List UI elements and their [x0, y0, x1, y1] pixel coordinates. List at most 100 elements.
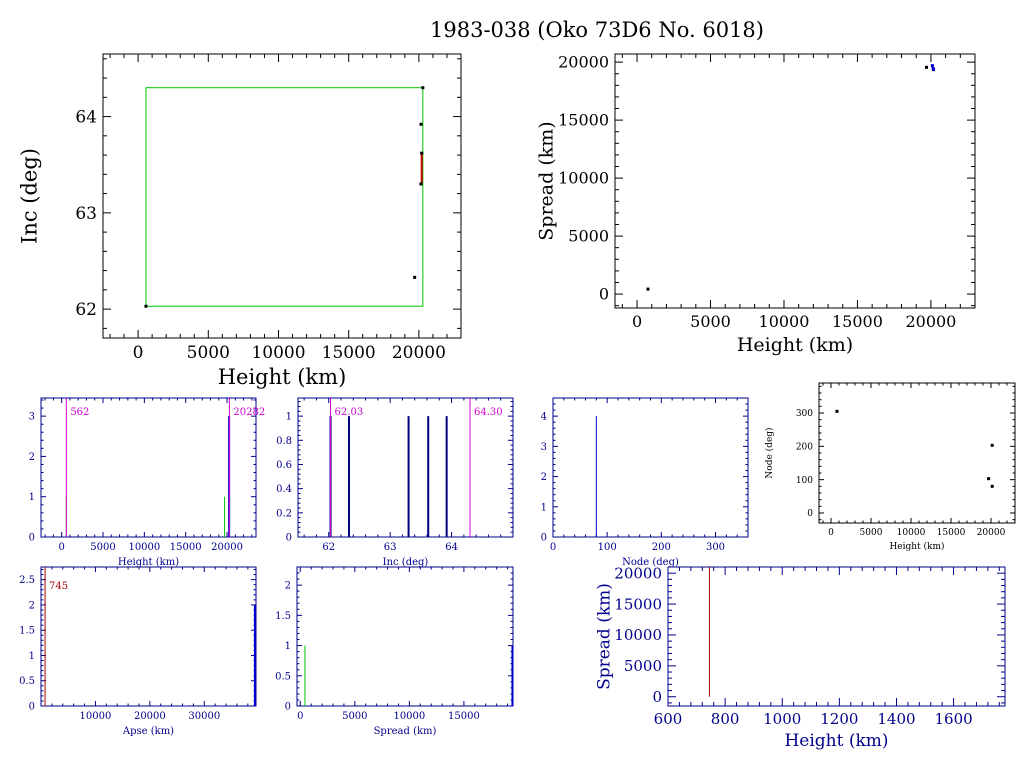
y-tick-label: 10000 [558, 169, 609, 188]
y-tick-label: 1.5 [275, 611, 291, 622]
y-tick-label: 0.4 [276, 484, 292, 495]
y-tick-label: 0.8 [276, 436, 292, 447]
marker-label: 20282 [233, 407, 265, 418]
x-tick-label: 0 [828, 528, 834, 538]
y-axis-label: Spread (km) [536, 121, 558, 240]
figure-title: 1983-038 (Oko 73D6 No. 6018) [430, 18, 764, 42]
chart-hist-spread: 0 5000 10000 15000 0 0.5 1 1.5 2 Spread (km) [275, 566, 514, 737]
chart-hist-height: 0 5000 10000 15000 20000 0 1 2 3 Height (km) 562 20… [29, 397, 265, 568]
chart-spread-vs-height: 0 5000 10000 15000 20000 0 5000 10000 15000 20000… [536, 53, 976, 356]
y-tick-label: 1 [541, 502, 547, 513]
x-tick-label: 15000 [448, 711, 480, 722]
y-axis-label: Spread (km) [595, 583, 615, 690]
y-tick-label: 0 [286, 533, 292, 544]
x-axis-label: Apse (km) [122, 726, 174, 737]
y-tick-label: 1 [29, 651, 35, 662]
x-tick-label: 10000 [897, 528, 926, 538]
x-tick-label: 20000 [977, 528, 1006, 538]
marker-label: 562 [70, 407, 89, 418]
x-axis-label: Inc (deg) [383, 557, 429, 568]
data-point [930, 64, 934, 68]
marker-label: 745 [49, 581, 68, 592]
x-tick-label: 5000 [187, 343, 230, 363]
y-tick-label: 100 [796, 476, 813, 486]
y-tick-label: 1 [286, 412, 292, 423]
x-tick-label: 20000 [211, 542, 243, 553]
data-point [932, 68, 936, 72]
x-tick-label: 800 [711, 710, 740, 728]
y-tick-label: 0 [541, 533, 547, 544]
plot-frame [40, 566, 257, 707]
x-tick-label: 10000 [759, 312, 810, 331]
y-tick-label: 10000 [614, 626, 662, 644]
y-tick-label: 2 [285, 581, 291, 592]
data-point [987, 477, 991, 481]
plot-frame [614, 53, 976, 309]
y-tick-label: 20000 [614, 564, 662, 582]
y-tick-label: 0 [807, 509, 813, 519]
chart-hist-inc: 62 63 64 0 0.2 0.4 0.6 0.8 1 Inc (deg) 62.03 64.30 [276, 397, 514, 568]
x-tick-label: 1000 [763, 710, 801, 728]
y-tick-label: 62 [75, 300, 97, 320]
y-tick-label: 5000 [568, 227, 609, 246]
x-tick-label: 62 [322, 542, 335, 553]
x-tick-label: 0 [550, 542, 556, 553]
y-tick-label: 1 [285, 641, 291, 652]
y-tick-label: 200 [796, 442, 813, 452]
plot-frame [818, 382, 1016, 524]
x-axis-label: Height (km) [889, 541, 944, 552]
data-point [925, 65, 929, 69]
y-tick-label: 2.5 [19, 575, 35, 586]
y-tick-label: 20000 [558, 53, 609, 72]
chart-hist-apse: 10000 20000 30000 0 0.5 1 1.5 2 2.5 Apse (km) 745 [19, 566, 257, 737]
plot-frame [40, 397, 257, 538]
x-axis-label: Height (km) [737, 334, 853, 356]
x-tick-label: 20000 [392, 343, 446, 363]
chart-spread-vs-height-zoom: 600 800 1000 1200 1400 1600 0 5000 10000 15000 200… [595, 564, 1006, 751]
x-tick-label: 0 [58, 542, 64, 553]
data-point [990, 484, 994, 488]
x-tick-label: 0 [632, 312, 642, 331]
y-axis-label: Node (deg) [764, 427, 775, 478]
y-tick-label: 1 [29, 492, 35, 503]
x-axis-label: Height (km) [118, 557, 179, 568]
y-tick-label: 2 [29, 452, 35, 463]
x-tick-label: 15000 [832, 312, 883, 331]
x-tick-label: 10000 [393, 711, 425, 722]
y-tick-label: 0 [29, 702, 35, 713]
x-tick-label: 5000 [690, 312, 731, 331]
data-point [419, 182, 423, 186]
x-tick-label: 10000 [251, 343, 305, 363]
y-tick-label: 4 [541, 412, 547, 423]
x-tick-label: 63 [384, 542, 397, 553]
y-tick-label: 0 [29, 533, 35, 544]
x-tick-label: 300 [706, 542, 725, 553]
y-tick-label: 15000 [614, 595, 662, 613]
x-tick-label: 0 [297, 711, 303, 722]
y-tick-label: 0.5 [275, 671, 291, 682]
plot-frame [297, 397, 514, 538]
plot-frame [552, 397, 749, 538]
chart-node-vs-height: 0 5000 10000 15000 20000 0 100 200 300 Height (km… [764, 382, 1016, 552]
y-tick-label: 300 [796, 409, 813, 419]
y-tick-label: 0 [599, 285, 609, 304]
x-tick-label: 200 [652, 542, 671, 553]
y-tick-label: 64 [75, 108, 97, 128]
data-point [419, 122, 423, 126]
y-tick-label: 15000 [558, 111, 609, 130]
y-tick-label: 5000 [624, 657, 662, 675]
x-axis-label: Height (km) [218, 365, 347, 389]
x-tick-label: 100 [598, 542, 617, 553]
chart-hist-node: 0 100 200 300 0 1 2 3 4 Node (deg) [541, 397, 749, 568]
y-tick-label: 3 [29, 412, 35, 423]
plot-frame [296, 566, 514, 707]
data-point [421, 86, 425, 90]
x-tick-label: 64 [445, 542, 458, 553]
data-point [990, 443, 994, 447]
x-tick-label: 1600 [934, 710, 972, 728]
plot-frame [667, 566, 1006, 707]
x-tick-label: 15000 [170, 542, 202, 553]
x-tick-label: 15000 [322, 343, 376, 363]
y-tick-label: 1.5 [19, 626, 35, 637]
